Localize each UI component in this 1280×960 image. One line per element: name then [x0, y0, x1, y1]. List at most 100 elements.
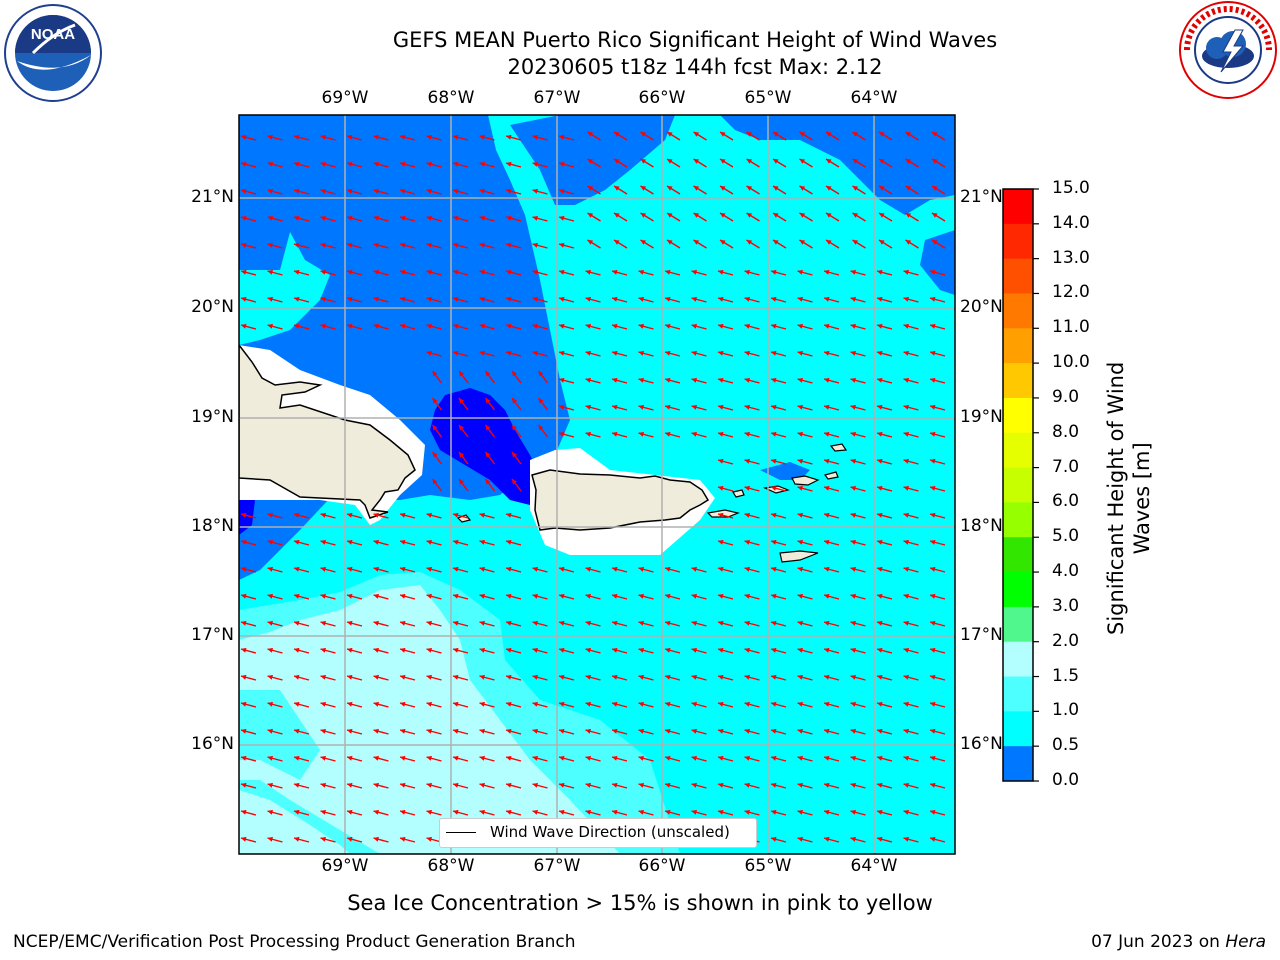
wind-wave-arrowhead [479, 782, 485, 788]
wind-wave-arrowhead [453, 269, 459, 275]
wind-wave-arrowhead [400, 809, 406, 815]
lat-label-left: 17°N [191, 625, 234, 645]
wind-wave-arrowhead [771, 647, 777, 653]
wind-wave-arrowhead [771, 269, 777, 275]
wind-wave-arrowhead [718, 458, 724, 464]
wind-wave-arrowhead [267, 161, 273, 167]
wind-wave-arrowhead [930, 512, 936, 518]
wind-wave-arrowhead [294, 782, 300, 788]
wind-wave-arrowhead [957, 567, 962, 572]
wind-wave-arrowhead [877, 620, 883, 626]
wind-wave-arrowhead [294, 215, 300, 221]
wave-field-1-1.5 [239, 232, 330, 345]
island [779, 550, 819, 563]
colorbar-tick-label: 0.5 [1052, 735, 1080, 756]
wind-wave-arrowhead [320, 512, 326, 518]
wind-wave-arrowhead [693, 240, 700, 245]
wind-wave-arrowhead [432, 398, 438, 404]
wind-wave-arrowhead [294, 296, 300, 302]
colorbar-tick-label: 14.0 [1052, 212, 1090, 233]
wind-wave-arrowhead [506, 566, 512, 572]
wind-wave-arrowhead [930, 566, 936, 572]
wind-wave-arrowhead [347, 323, 353, 329]
wind-wave-arrow [957, 649, 972, 653]
wind-wave-arrowhead [400, 215, 406, 221]
wind-wave-arrowhead [930, 674, 936, 680]
wind-wave-arrowhead [612, 674, 618, 680]
wind-wave-arrowhead [665, 431, 671, 437]
wind-wave-arrowhead [267, 566, 273, 572]
wind-wave-arrowhead [957, 432, 962, 437]
wind-wave-arrowhead [850, 269, 856, 275]
wind-wave-arrowhead [347, 242, 353, 248]
wind-wave-arrowhead [267, 728, 273, 734]
wind-wave-arrowhead [930, 701, 936, 707]
wind-wave-arrow [957, 271, 972, 275]
wind-wave-arrowhead [612, 620, 618, 626]
colorbar [1002, 188, 1039, 782]
wind-wave-arrowhead [824, 350, 830, 356]
wind-wave-arrowhead [479, 512, 485, 518]
wind-wave-arrowhead [824, 539, 830, 545]
wind-wave-arrowhead [512, 425, 517, 431]
wind-wave-arrowhead [506, 161, 512, 167]
wind-wave-arrowhead [903, 539, 909, 545]
wind-wave-arrowhead [479, 215, 485, 221]
wind-wave-arrowhead [559, 566, 565, 572]
wind-wave-arrowhead [930, 539, 936, 545]
wind-wave-arrowhead [267, 296, 273, 302]
colorbar-segment [1003, 676, 1033, 712]
wind-wave-arrowhead [691, 377, 697, 383]
island [732, 489, 745, 498]
wind-wave-arrow [957, 676, 972, 680]
puerto-rico-land [531, 469, 710, 531]
wind-wave-arrowhead [426, 755, 432, 761]
wind-wave-arrow [957, 379, 972, 383]
wind-wave-arrowhead [877, 539, 883, 545]
wind-wave-arrowhead [638, 647, 644, 653]
wind-wave-arrowhead [612, 728, 618, 734]
wind-wave-arrowhead [877, 701, 883, 707]
colorbar-segment [1003, 432, 1033, 469]
wind-wave-arrowhead [771, 404, 777, 410]
wind-wave-arrowhead [691, 566, 697, 572]
wind-wave-arrowhead [903, 836, 909, 842]
wind-wave-arrowhead [532, 782, 538, 788]
wind-wave-arrowhead [506, 620, 512, 626]
wind-wave-arrowhead [718, 431, 724, 437]
wind-wave-arrowhead [797, 674, 803, 680]
wind-wave-arrow [959, 213, 972, 221]
wind-wave-arrowhead [532, 161, 538, 167]
wind-wave-arrowhead [373, 215, 379, 221]
wind-wave-arrowhead [930, 782, 936, 788]
wind-wave-arrowhead [744, 377, 750, 383]
wind-wave-arrowhead [744, 728, 750, 734]
wind-wave-arrowhead [320, 674, 326, 680]
wind-wave-arrowhead [400, 755, 406, 761]
wind-wave-arrowhead [432, 479, 438, 485]
wind-wave-arrowhead [665, 809, 671, 815]
wind-wave-arrowhead [559, 728, 565, 734]
wind-wave-arrowhead [932, 186, 938, 191]
wind-wave-arrows [240, 131, 972, 843]
wind-wave-arrowhead [585, 593, 591, 599]
wind-wave-arrowhead [373, 674, 379, 680]
wind-wave-arrowhead [771, 377, 777, 383]
wind-wave-arrowhead [506, 134, 512, 140]
wind-wave-arrowhead [773, 240, 779, 245]
wind-wave-arrowhead [453, 755, 459, 761]
wind-wave-arrowhead [241, 728, 247, 734]
wind-wave-arrowhead [744, 269, 750, 275]
wind-wave-arrowhead [479, 296, 485, 302]
lon-label-top: 64°W [850, 88, 898, 108]
wind-wave-arrowhead [532, 323, 538, 329]
wind-wave-arrowhead [824, 728, 830, 734]
colorbar-label-line1: Significant Height of Wind [1104, 361, 1128, 635]
wind-wave-arrow [957, 595, 972, 599]
wind-wave-arrowhead [665, 782, 671, 788]
colorbar-tick-label: 0.0 [1052, 770, 1080, 790]
wind-wave-arrowhead [718, 593, 724, 599]
wind-wave-arrowhead [320, 620, 326, 626]
wind-wave-arrowhead [347, 188, 353, 194]
wind-wave-arrowhead [426, 647, 432, 653]
